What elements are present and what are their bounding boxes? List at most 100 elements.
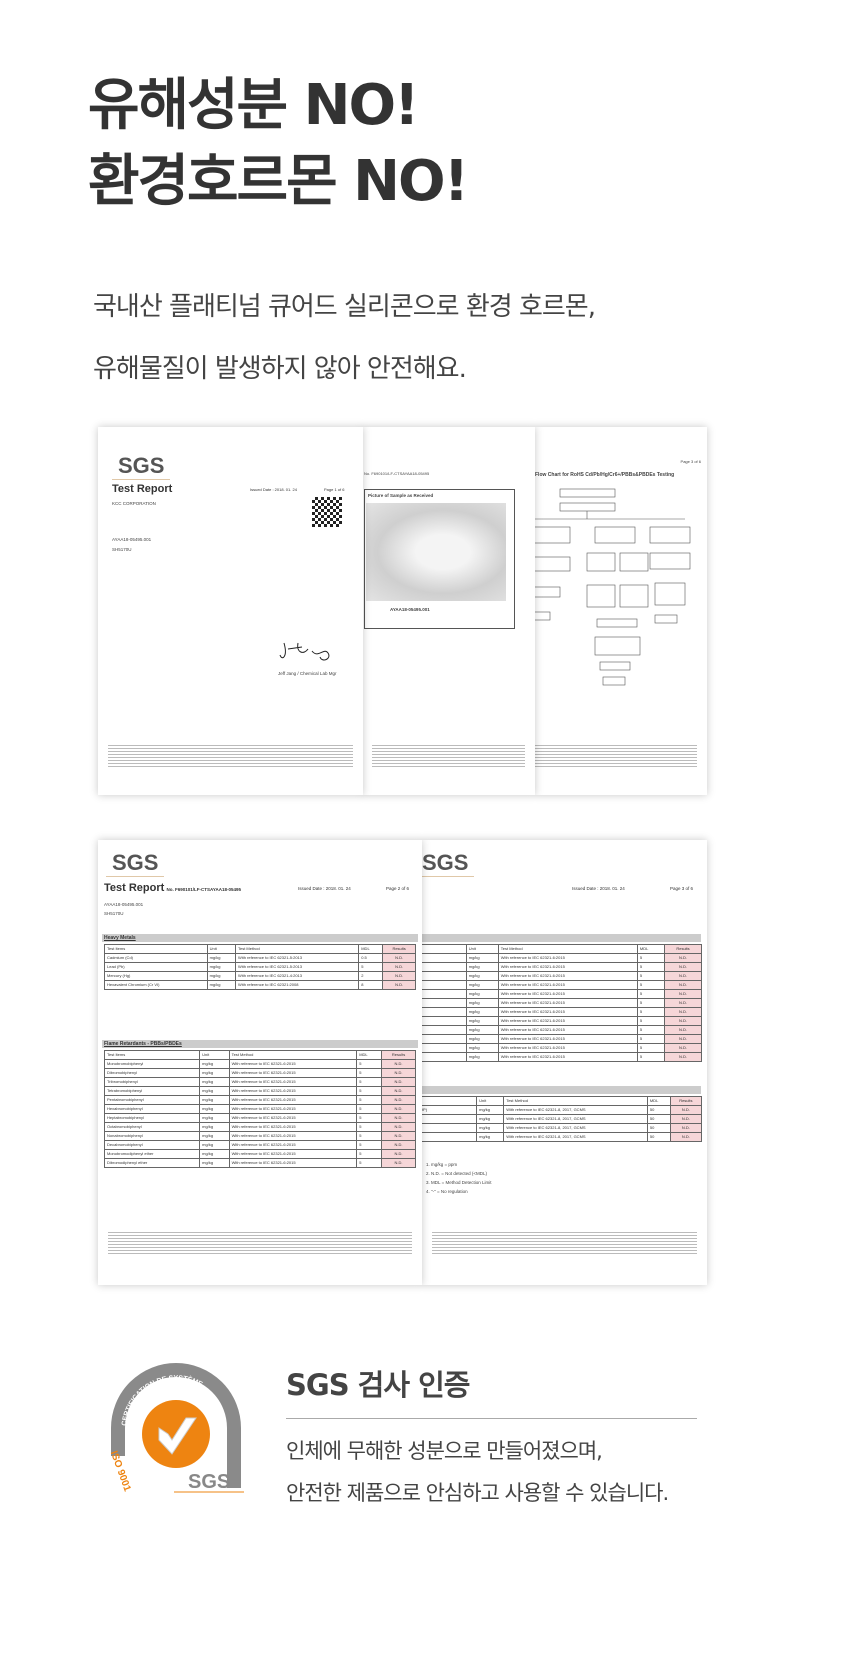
table-cell: N.D. xyxy=(381,1149,416,1159)
headline: 유해성분 NO! 환경호르몬 NO! xyxy=(88,68,469,220)
page-number: Page 2 of 6 xyxy=(386,886,410,891)
table-cell: mg/kg xyxy=(206,953,236,963)
sgs-logo: SGS xyxy=(106,850,165,877)
table-cell: mg/kg xyxy=(465,980,499,990)
note: 2. N.D. = Not detected (<MDL) xyxy=(426,1171,488,1176)
certification-title: SGS 검사 인증 xyxy=(286,1368,470,1402)
table-cell: 5 xyxy=(636,998,666,1008)
table-cell: mg/kg xyxy=(476,1105,505,1115)
table-cell: mg/kg xyxy=(199,1086,230,1096)
table-cell: Hexabromobiphenyl xyxy=(103,1104,201,1114)
headline-line-2: 환경호르몬 NO! xyxy=(88,149,469,214)
table-cell: 5 xyxy=(356,1140,383,1150)
table-cell: 5 xyxy=(356,1068,383,1078)
table-cell: 5 xyxy=(356,1095,383,1105)
table-cell: mg/kg xyxy=(199,1104,230,1114)
header-cell: Test Items xyxy=(422,1096,478,1106)
table-row: Cadmium (Cd) mg/kg With reference to IEC 6… xyxy=(104,953,416,963)
note: 1. mg/kg = ppm xyxy=(426,1162,458,1167)
table-cell: With reference to IEC 62321-6:2015 xyxy=(228,1104,358,1114)
table-cell: mg/kg xyxy=(199,1131,230,1141)
table-cell: mg/kg xyxy=(199,1068,230,1078)
table-cell: With reference to IEC 62321-6:2015 xyxy=(497,1007,638,1017)
table-cell: mg/kg xyxy=(206,962,236,972)
table-cell: N.D. xyxy=(381,1077,416,1087)
badge-sgs-logo: SGS xyxy=(188,1471,230,1493)
table-cell: 50 xyxy=(646,1114,671,1124)
header-cell: Results xyxy=(669,1096,703,1106)
table-cell: N.D. xyxy=(664,989,702,999)
table-cell: Butyl benzyl phthalate (BBP) xyxy=(422,1114,478,1124)
table-cell: 5 xyxy=(636,1025,666,1035)
table-cell: With reference to IEC 62321-5:2013 xyxy=(234,953,360,963)
table-cell: With reference to IEC 62321-4:2013 xyxy=(234,971,360,981)
product-name: SH5170U xyxy=(104,911,124,916)
table-cell: mg/kg xyxy=(199,1059,230,1069)
table-cell: mg/kg xyxy=(476,1132,505,1142)
table-cell: mg/kg xyxy=(206,971,236,981)
flow-title: Flow Chart for RoHS Cd/Pb/Hg/Cr6+/PBBs&P… xyxy=(535,472,675,478)
table-cell: Dibromobiphenyl xyxy=(422,962,467,972)
table-cell: 5 xyxy=(636,953,666,963)
table-cell: With reference to IEC 62321-6:2015 xyxy=(228,1149,358,1159)
header-cell: Test Method xyxy=(503,1096,648,1106)
table-cell: N.D. xyxy=(381,1104,416,1114)
table-cell: 5 xyxy=(636,962,666,972)
table-cell: mg/kg xyxy=(199,1149,230,1159)
page-number: Page 3 of 6 xyxy=(670,886,694,891)
table-cell: With reference to IEC 62321-6:2015 xyxy=(497,980,638,990)
issued-date: Issued Date : 2018. 01. 24 xyxy=(572,886,625,891)
table-cell: Hexavalent Chromium (Cr VI) xyxy=(104,980,208,990)
table-cell: 50 xyxy=(646,1132,671,1142)
signature xyxy=(279,642,330,661)
table-row: Bis(2-ethylhexyl) phthalate (DEHP)mg/kgW… xyxy=(422,1105,703,1115)
section-heavy-metals: Heavy Metals xyxy=(102,934,418,942)
table-cell: Hexabromobiphenyl xyxy=(422,998,467,1008)
table-cell: 5 xyxy=(636,971,666,981)
table-cell: N.D. xyxy=(669,1114,703,1124)
table-cell: Decabromobiphenyl xyxy=(103,1140,201,1150)
table-cell: 5 xyxy=(636,1043,666,1053)
table-cell: 5 xyxy=(356,1059,383,1069)
table-cell: mg/kg xyxy=(199,1113,230,1123)
table-cell: N.D. xyxy=(664,998,702,1008)
header-cell: Test Items xyxy=(104,944,208,954)
header-cell: MDL xyxy=(636,944,666,954)
table-cell: Cadmium (Cd) xyxy=(104,953,208,963)
report-number: No. F690101/LF-CTSAYAA18-05495 xyxy=(166,887,241,892)
table-row: Lead (Pb) mg/kg With reference to IEC 6232… xyxy=(104,962,416,972)
table-cell: Octabromobiphenyl xyxy=(103,1122,201,1132)
table-cell: mg/kg xyxy=(206,980,236,990)
table-cell: Tetrabromobiphenyl xyxy=(422,980,467,990)
heavy-metals-table: Test Items Unit Test Method MDL Results Cadmi… xyxy=(104,944,416,990)
product-name: SH5170U xyxy=(112,547,132,552)
table-cell: 5 xyxy=(356,1086,383,1096)
header-cell: MDL xyxy=(356,1050,383,1060)
table-row: Hexavalent Chromium (Cr VI) mg/kg With ref… xyxy=(104,980,416,990)
table-cell: N.D. xyxy=(381,1122,416,1132)
table-cell: N.D. xyxy=(381,1095,416,1105)
table-cell: N.D. xyxy=(669,1105,703,1115)
table-cell: With reference to IEC 62321-6:2015 xyxy=(228,1122,358,1132)
table-cell: With reference to IEC 62321-6:2015 xyxy=(497,971,638,981)
table-cell: Monobromobiphenyl xyxy=(103,1059,201,1069)
table-cell: N.D. xyxy=(382,953,416,963)
header-cell: Results xyxy=(664,944,702,954)
table-cell: N.D. xyxy=(382,971,416,981)
table-cell: mg/kg xyxy=(465,971,499,981)
qr-code-icon xyxy=(312,497,342,527)
table-cell: With reference to IEC 62321-6:2015 xyxy=(228,1131,358,1141)
table-cell: Pentabromobiphenyl xyxy=(422,989,467,999)
table-cell: With reference to IEC 62321-6:2015 xyxy=(228,1095,358,1105)
table-cell: 5 xyxy=(636,1016,666,1026)
table-cell: 5 xyxy=(356,1122,383,1132)
table-cell: Decabromobiphenyl xyxy=(422,1034,467,1044)
